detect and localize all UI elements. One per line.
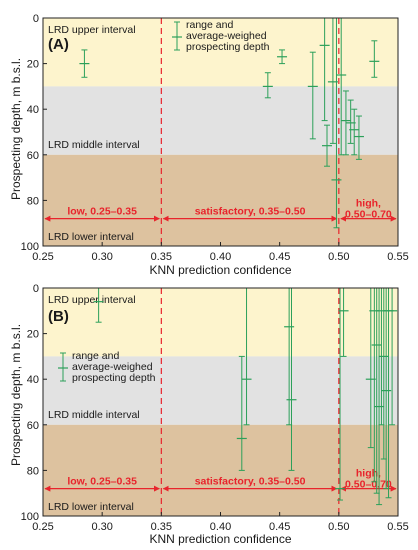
range-label: low, 0.25–0.35 [67,206,137,218]
x-axis-label: KNN prediction confidence [149,263,291,277]
legend-text: average-weighed [72,361,153,373]
y-tick-label: 60 [27,420,39,432]
panel-label: (B) [48,308,69,325]
legend-text: prospecting depth [186,41,270,53]
range-label: satisfactory, 0.35–0.50 [195,476,306,488]
x-tick-label: 0.25 [32,521,53,533]
x-tick-label: 0.35 [151,521,172,533]
x-tick-label: 0.30 [91,521,112,533]
y-tick-label: 20 [27,329,39,341]
legend-text: range and [72,350,119,362]
band-label: LRD lower interval [48,231,134,243]
y-tick-label: 80 [27,465,39,477]
y-axis-label: Prospecting depth, m b.s.l. [9,58,23,200]
y-axis-label: Prospecting depth, m b.s.l. [9,324,23,466]
x-tick-label: 0.55 [387,251,408,263]
range-label: 0.50–0.70 [345,479,392,491]
y-tick-label: 80 [27,195,39,207]
y-tick-label: 60 [27,150,39,162]
x-tick-label: 0.30 [91,251,112,263]
band-label: LRD middle interval [48,139,140,151]
range-label: high, [356,198,381,210]
x-tick-label: 0.35 [151,251,172,263]
band-label: LRD upper interval [48,294,136,306]
x-tick-label: 0.45 [269,521,290,533]
panel-b: LRD upper interval LRD middle interval LRD… [21,283,409,546]
range-label: satisfactory, 0.35–0.50 [195,206,306,218]
range-label: low, 0.25–0.35 [67,476,137,488]
legend-text: range and [186,19,233,31]
legend-text: prospecting depth [72,372,156,384]
band-label: LRD middle interval [48,409,140,421]
range-label: 0.50–0.70 [345,209,392,221]
x-tick-label: 0.40 [210,251,231,263]
y-tick-label: 40 [27,104,39,116]
band-label: LRD lower interval [48,501,134,513]
y-tick-label: 100 [21,511,39,523]
x-tick-label: 0.50 [328,251,349,263]
x-tick-label: 0.55 [387,521,408,533]
y-tick-label: 20 [27,59,39,71]
legend-text: average-weighed [186,30,267,42]
panel-label: (A) [48,36,69,53]
x-axis-label: KNN prediction confidence [149,532,291,546]
x-tick-label: 0.50 [328,521,349,533]
y-tick-label: 0 [33,283,39,295]
y-tick-label: 0 [33,13,39,25]
y-tick-label: 100 [21,241,39,253]
y-tick-label: 40 [27,374,39,386]
x-tick-label: 0.25 [32,251,53,263]
panel-a: LRD upper interval LRD middle interval LRD… [21,13,409,277]
band-label: LRD upper interval [48,24,136,36]
x-tick-label: 0.45 [269,251,290,263]
x-tick-label: 0.40 [210,521,231,533]
